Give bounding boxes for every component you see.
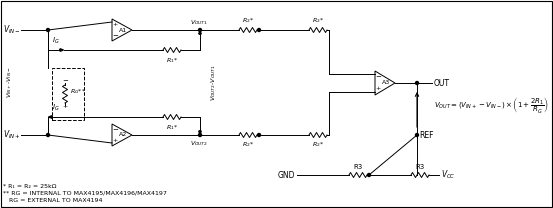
Text: $R_2$*: $R_2$*	[242, 140, 254, 149]
Text: GND: GND	[278, 171, 295, 180]
Text: +: +	[375, 87, 380, 92]
Text: $V_{OUT2}$: $V_{OUT2}$	[190, 139, 208, 148]
Text: −: −	[375, 74, 381, 80]
Text: +: +	[62, 104, 67, 109]
Circle shape	[258, 134, 260, 136]
FancyArrow shape	[60, 49, 64, 51]
Text: $R_G$**: $R_G$**	[70, 88, 86, 97]
Text: RG = EXTERNAL TO MAX4194: RG = EXTERNAL TO MAX4194	[3, 198, 102, 203]
Circle shape	[46, 28, 50, 31]
Text: $R_1$*: $R_1$*	[166, 123, 178, 132]
Text: OUT: OUT	[434, 78, 450, 88]
Bar	[52, 68, 84, 120]
FancyArrow shape	[199, 131, 201, 135]
Text: * R₁ = R₂ = 25kΩ: * R₁ = R₂ = 25kΩ	[3, 183, 56, 188]
Text: $V_{IN+}$-$V_{IN-}$: $V_{IN+}$-$V_{IN-}$	[5, 67, 14, 98]
Text: $V_{OUT1}$: $V_{OUT1}$	[190, 18, 208, 27]
Text: $R_1$*: $R_1$*	[166, 56, 178, 65]
Text: $V_{OUT}=(V_{IN+}-V_{IN-})\times\left(1+\dfrac{2R_1}{R_G}\right)$: $V_{OUT}=(V_{IN+}-V_{IN-})\times\left(1+…	[434, 95, 549, 115]
Text: $R_2$*: $R_2$*	[242, 16, 254, 25]
Text: A1: A1	[119, 27, 127, 32]
Text: $V_{CC}$: $V_{CC}$	[441, 169, 456, 181]
Text: $R_2$*: $R_2$*	[312, 16, 324, 25]
Text: $R_2$*: $R_2$*	[312, 140, 324, 149]
Text: −: −	[112, 126, 118, 132]
Text: A3: A3	[382, 80, 390, 85]
Text: +: +	[112, 22, 118, 27]
Circle shape	[415, 134, 419, 136]
Text: A2: A2	[119, 132, 127, 137]
Text: −: −	[62, 78, 68, 84]
Circle shape	[199, 134, 201, 136]
Text: $V_{OUT2}$-$V_{OUT1}$: $V_{OUT2}$-$V_{OUT1}$	[209, 64, 218, 101]
FancyArrow shape	[49, 116, 52, 118]
Circle shape	[368, 173, 371, 177]
Text: −: −	[112, 32, 118, 38]
Text: R3: R3	[353, 164, 363, 170]
Text: $I_G$: $I_G$	[52, 103, 60, 113]
Text: +: +	[112, 138, 118, 143]
Circle shape	[415, 82, 419, 84]
Text: $V_{IN-}$: $V_{IN-}$	[3, 24, 21, 36]
Circle shape	[258, 28, 260, 31]
Text: $V_{IN+}$: $V_{IN+}$	[3, 129, 21, 141]
Text: R3: R3	[415, 164, 425, 170]
Circle shape	[199, 28, 201, 31]
FancyArrow shape	[199, 31, 201, 34]
Circle shape	[46, 134, 50, 136]
Text: $I_G$: $I_G$	[52, 36, 60, 46]
Text: ** RG = INTERNAL TO MAX4195/MAX4196/MAX4197: ** RG = INTERNAL TO MAX4195/MAX4196/MAX4…	[3, 191, 167, 196]
Text: REF: REF	[419, 130, 434, 140]
